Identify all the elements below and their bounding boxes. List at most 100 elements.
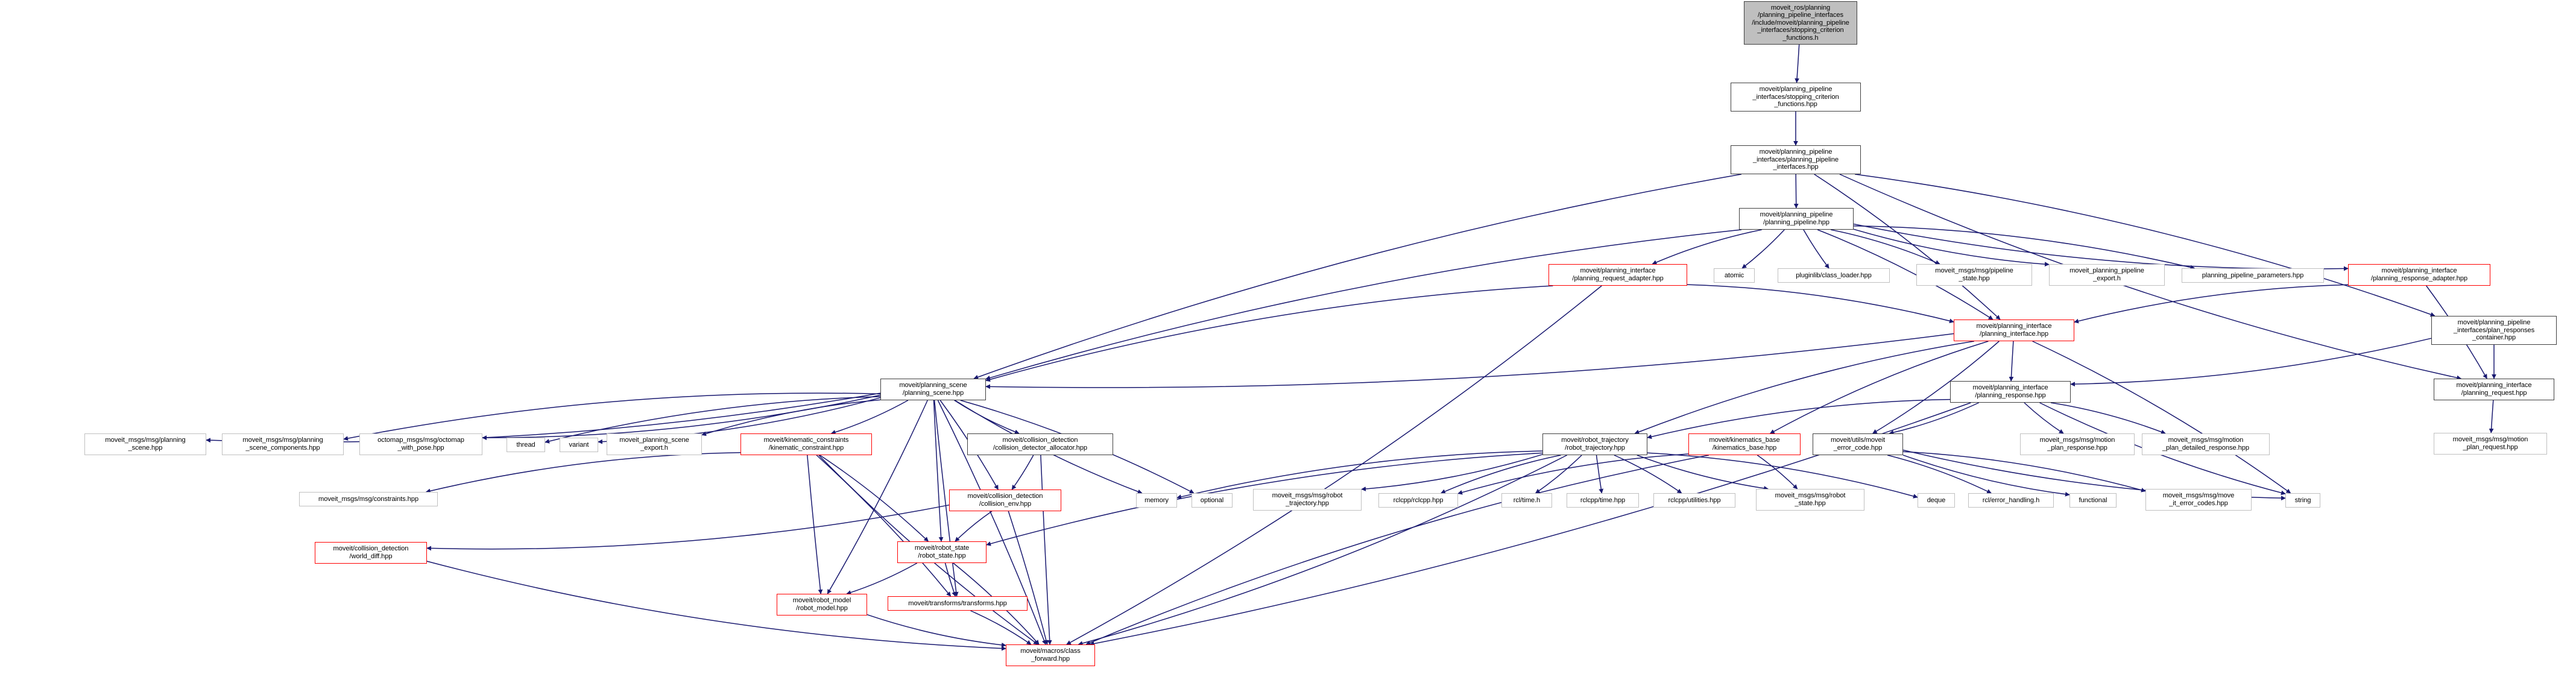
graph-edge	[970, 610, 1032, 645]
graph-edge	[1795, 44, 1800, 83]
graph-node[interactable]: moveit/planning_pipeline /planning_pipel…	[1739, 208, 1854, 230]
graph-node[interactable]: moveit/utils/moveit _error_code.hpp	[1813, 433, 1903, 455]
graph-edge	[1803, 229, 1829, 269]
graph-edge	[954, 400, 1020, 435]
graph-node-label: moveit/planning_interface /planning_inte…	[1976, 323, 2052, 338]
graph-node-label: rclcpp/time.hpp	[1580, 496, 1626, 504]
graph-node[interactable]: rclcpp/utilities.hpp	[1653, 493, 1735, 508]
graph-node-label: moveit_planning_pipeline _export.h	[2069, 267, 2144, 282]
graph-edge	[1066, 285, 1602, 645]
graph-node[interactable]: rcl/error_handling.h	[1968, 493, 2054, 508]
graph-node-label: moveit_msgs/msg/pipeline _state.hpp	[1935, 267, 2013, 282]
graph-edge	[955, 511, 993, 542]
graph-edge	[1853, 225, 2196, 270]
graph-node[interactable]: functional	[2069, 493, 2117, 508]
graph-node[interactable]: moveit_ros/planning /planning_pipeline_i…	[1744, 1, 1857, 45]
graph-node[interactable]: moveit_planning_scene _export.h	[607, 433, 702, 455]
graph-node[interactable]: planning_pipeline_parameters.hpp	[2182, 268, 2324, 283]
graph-edge	[1040, 455, 1052, 645]
graph-node-label: moveit/collision_detection /collision_en…	[967, 493, 1043, 508]
graph-edge	[1008, 511, 1049, 645]
graph-node[interactable]: optional	[1192, 493, 1233, 508]
graph-node[interactable]: moveit/planning_interface /planning_resp…	[2348, 264, 2490, 286]
graph-node[interactable]: rclcpp/rclcpp.hpp	[1378, 493, 1458, 508]
graph-node[interactable]: octomap_msgs/msg/octomap _with_pose.hpp	[359, 433, 482, 455]
graph-node-label: variant	[569, 441, 589, 449]
graph-node-label: string	[2294, 496, 2311, 504]
graph-edge	[482, 394, 881, 441]
graph-node[interactable]: moveit_msgs/msg/motion _plan_response.hp…	[2020, 433, 2135, 455]
graph-node-label: moveit/planning_scene /planning_scene.hp…	[899, 382, 967, 397]
graph-edge	[1902, 451, 2146, 493]
graph-edge	[846, 562, 918, 595]
graph-node[interactable]: moveit/transforms/transforms.hpp	[888, 596, 1028, 611]
graph-edge	[830, 400, 909, 435]
graph-node[interactable]: moveit/planning_scene /planning_scene.hp…	[880, 379, 986, 400]
graph-node-label: moveit/collision_detection /collision_de…	[993, 436, 1087, 452]
graph-node[interactable]: moveit/robot_state /robot_state.hpp	[897, 541, 987, 563]
graph-edge	[1741, 229, 1785, 269]
graph-node-label: deque	[1927, 496, 1946, 504]
graph-edge	[1757, 455, 1798, 490]
graph-node[interactable]: moveit/planning_interface /planning_inte…	[1954, 320, 2074, 341]
graph-node[interactable]: moveit/collision_detection /collision_en…	[949, 490, 1061, 511]
graph-node[interactable]: string	[2285, 493, 2320, 508]
graph-node-label: moveit_msgs/msg/move _it_error_codes.hpp	[2162, 492, 2235, 507]
graph-node-label: moveit/planning_interface /planning_resp…	[2371, 267, 2467, 282]
graph-edge	[2009, 341, 2014, 382]
graph-node-label: rcl/error_handling.h	[1982, 496, 2040, 504]
graph-node[interactable]: moveit/collision_detection /collision_de…	[967, 433, 1113, 455]
graph-node[interactable]: moveit/planning_interface /planning_requ…	[1548, 264, 1687, 286]
graph-edge	[2032, 341, 2291, 494]
graph-node[interactable]: thread	[507, 438, 545, 452]
graph-edge	[1687, 284, 1954, 324]
graph-node[interactable]: moveit_msgs/msg/move _it_error_codes.hpp	[2145, 489, 2252, 511]
graph-node[interactable]: moveit_msgs/msg/motion _plan_request.hpp	[2434, 433, 2547, 455]
graph-node[interactable]: moveit/planning_pipeline _interfaces/pla…	[2431, 316, 2557, 345]
graph-node[interactable]: moveit_msgs/msg/motion _plan_detailed_re…	[2142, 433, 2270, 455]
graph-node-label: rcl/time.h	[1513, 496, 1541, 504]
graph-node[interactable]: moveit/planning_pipeline _interfaces/sto…	[1731, 83, 1861, 112]
graph-edge	[2050, 402, 2166, 435]
graph-node[interactable]: moveit/robot_trajectory /robot_trajector…	[1542, 433, 1647, 455]
graph-node-label: moveit_msgs/msg/planning _scene.hpp	[105, 436, 186, 452]
graph-node-label: moveit_ros/planning /planning_pipeline_i…	[1752, 4, 1849, 42]
graph-node[interactable]: variant	[560, 438, 598, 452]
graph-edge	[426, 504, 950, 551]
graph-node-label: moveit/planning_pipeline /planning_pipel…	[1760, 211, 1833, 226]
graph-node[interactable]: pluginlib/class_loader.hpp	[1778, 268, 1890, 283]
graph-edge	[933, 400, 944, 542]
graph-edge	[2489, 400, 2494, 433]
graph-node[interactable]: moveit/planning_interface /planning_requ…	[2434, 379, 2554, 400]
graph-node-label: optional	[1200, 496, 1224, 504]
graph-node[interactable]: moveit/planning_interface /planning_resp…	[1950, 381, 2071, 403]
graph-node[interactable]: deque	[1918, 493, 1955, 508]
graph-node[interactable]: moveit_msgs/msg/constraints.hpp	[299, 492, 438, 506]
graph-edge	[425, 452, 741, 494]
graph-node[interactable]: rclcpp/time.hpp	[1567, 493, 1639, 508]
graph-node[interactable]: rcl/time.h	[1501, 493, 1552, 508]
graph-edge	[1011, 455, 1034, 490]
graph-node[interactable]: moveit/kinematics_base /kinematics_base.…	[1688, 433, 1801, 455]
graph-edge	[1361, 454, 1543, 491]
graph-node[interactable]: moveit/collision_detection /world_diff.h…	[315, 542, 427, 564]
graph-node[interactable]: moveit/macros/class _forward.hpp	[1006, 644, 1095, 666]
graph-edge	[1078, 455, 1567, 646]
graph-node-label: moveit_msgs/msg/motion _plan_request.hpp	[2452, 436, 2528, 451]
graph-node[interactable]: moveit_planning_pipeline _export.h	[2049, 264, 2165, 286]
graph-edge	[985, 229, 1742, 380]
graph-edge	[2074, 284, 2349, 324]
graph-edge	[1614, 455, 1682, 494]
graph-node[interactable]: moveit/planning_pipeline _interfaces/pla…	[1731, 145, 1861, 174]
graph-node[interactable]: atomic	[1714, 268, 1755, 283]
graph-node[interactable]: moveit_msgs/msg/robot _state.hpp	[1756, 489, 1864, 511]
graph-edge	[701, 399, 881, 436]
graph-node[interactable]: moveit_msgs/msg/planning _scene_componen…	[222, 433, 344, 455]
graph-node[interactable]: moveit_msgs/msg/pipeline _state.hpp	[1916, 264, 2032, 286]
graph-node[interactable]: moveit/robot_model /robot_model.hpp	[777, 594, 867, 616]
graph-node[interactable]: memory	[1136, 493, 1177, 508]
graph-node[interactable]: moveit_msgs/msg/planning _scene.hpp	[84, 433, 206, 455]
graph-node[interactable]: moveit_msgs/msg/robot _trajectory.hpp	[1253, 489, 1362, 511]
graph-node[interactable]: moveit/kinematic_constraints /kinematic_…	[740, 433, 872, 455]
